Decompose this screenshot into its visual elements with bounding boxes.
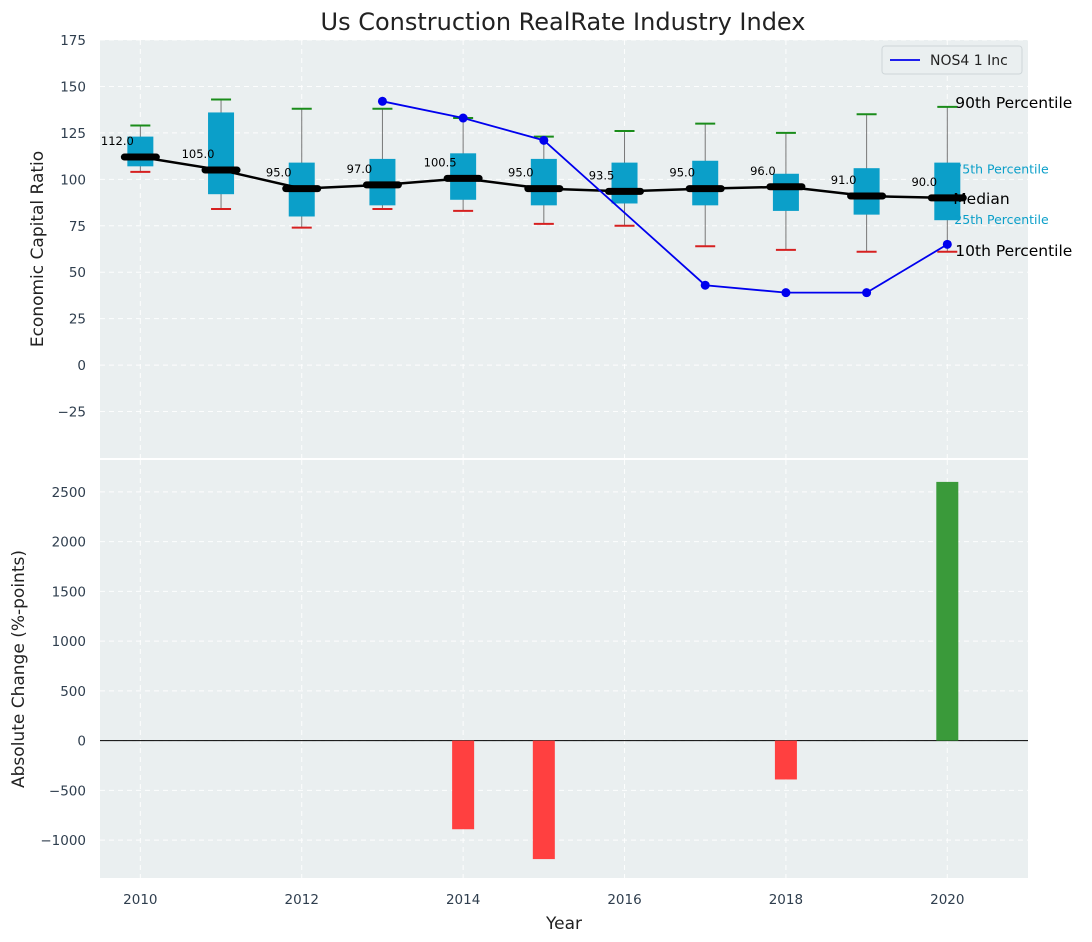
company-point bbox=[781, 288, 791, 298]
median-value-label: 95.0 bbox=[669, 166, 695, 180]
median-value-label: 96.0 bbox=[750, 164, 776, 178]
x-axis-label: Year bbox=[545, 914, 582, 934]
bottom-y-tick-label: 1500 bbox=[52, 584, 86, 600]
change-bar bbox=[532, 740, 555, 860]
bottom-y-tick-label: −1000 bbox=[40, 833, 86, 849]
x-tick-label: 2016 bbox=[607, 892, 641, 908]
top-y-tick-label: 0 bbox=[77, 358, 86, 374]
median-value-label: 93.5 bbox=[589, 168, 615, 182]
change-bar bbox=[452, 740, 475, 830]
top-y-tick-label: 100 bbox=[60, 172, 86, 188]
bottom-y-axis-label: Absolute Change (%-points) bbox=[9, 550, 29, 788]
bottom-y-tick-label: 1000 bbox=[52, 634, 86, 650]
x-tick-label: 2012 bbox=[285, 892, 319, 908]
change-bar bbox=[774, 740, 797, 780]
annotation-p90: 90th Percentile bbox=[955, 94, 1072, 112]
company-point bbox=[700, 280, 710, 290]
company-point bbox=[458, 113, 468, 123]
annotation-median: Median bbox=[953, 190, 1009, 208]
top-y-tick-label: 150 bbox=[60, 79, 86, 95]
legend: NOS4 1 Inc bbox=[881, 45, 1023, 75]
median-value-label: 105.0 bbox=[182, 147, 215, 161]
top-y-tick-label: −25 bbox=[58, 405, 87, 421]
legend-box bbox=[881, 45, 1023, 75]
median-value-label: 97.0 bbox=[347, 162, 373, 176]
median-trend-line bbox=[140, 155, 948, 200]
chart-title: Us Construction RealRate Industry Index bbox=[321, 8, 806, 36]
bar-series bbox=[452, 481, 959, 860]
bottom-grid bbox=[100, 460, 1028, 878]
box-iqr bbox=[127, 136, 154, 167]
box-iqr bbox=[611, 162, 638, 204]
box-iqr bbox=[208, 112, 235, 195]
bottom-y-tick-label: 500 bbox=[60, 684, 86, 700]
legend-label: NOS4 1 Inc bbox=[930, 53, 1008, 69]
company-point bbox=[539, 135, 549, 145]
company-series bbox=[377, 96, 952, 298]
top-y-axis-label: Economic Capital Ratio bbox=[28, 151, 48, 347]
x-tick-label: 2020 bbox=[930, 892, 964, 908]
annotation-p75: 75th Percentile bbox=[954, 162, 1049, 177]
top-y-tick-label: 50 bbox=[69, 265, 86, 281]
median-value-label: 100.5 bbox=[424, 155, 457, 169]
box-iqr bbox=[934, 162, 961, 221]
x-ticks: 2010 2012 2014 2016 2018 2020 bbox=[123, 892, 964, 908]
top-y-ticks: −25 0 25 50 75 100 125 150 175 bbox=[58, 33, 87, 421]
x-tick-label: 2018 bbox=[769, 892, 803, 908]
x-tick-label: 2010 bbox=[123, 892, 157, 908]
top-y-tick-label: 25 bbox=[69, 312, 86, 328]
median-value-label: 95.0 bbox=[508, 166, 534, 180]
bottom-y-tick-label: 2000 bbox=[52, 535, 86, 551]
bottom-plot-background bbox=[100, 460, 1028, 878]
percentile-labels: 90th Percentile 75th Percentile Median 25th… bbox=[953, 94, 1072, 260]
bottom-y-ticks: −1000 −500 0 500 1000 1500 2000 2500 bbox=[40, 485, 86, 849]
top-plot-background bbox=[100, 40, 1028, 458]
bottom-y-tick-label: 0 bbox=[77, 734, 86, 750]
company-point bbox=[377, 96, 387, 106]
top-y-tick-label: 175 bbox=[60, 33, 86, 49]
bottom-y-tick-label: −500 bbox=[49, 783, 86, 799]
box-iqr bbox=[853, 168, 880, 215]
bottom-y-tick-label: 2500 bbox=[52, 485, 86, 501]
annotation-p25: 25th Percentile bbox=[954, 212, 1049, 227]
company-point bbox=[862, 288, 872, 298]
median-value-label: 90.0 bbox=[911, 175, 937, 189]
company-point bbox=[942, 239, 952, 249]
top-grid bbox=[100, 39, 1028, 458]
median-value-label: 91.0 bbox=[831, 173, 857, 187]
top-panel: −25 0 25 50 75 100 125 150 175 112.0 105.0 95.0 97.… bbox=[28, 33, 1072, 458]
x-tick-label: 2014 bbox=[446, 892, 480, 908]
median-value-label: 95.0 bbox=[266, 166, 292, 180]
top-y-tick-label: 75 bbox=[69, 219, 86, 235]
median-series bbox=[140, 155, 948, 200]
box-iqr bbox=[692, 160, 719, 206]
change-bar bbox=[936, 481, 959, 741]
median-value-label: 112.0 bbox=[101, 134, 134, 148]
box-iqr bbox=[772, 173, 799, 211]
annotation-p10: 10th Percentile bbox=[955, 242, 1072, 260]
box-iqr bbox=[530, 158, 557, 206]
top-y-tick-label: 125 bbox=[60, 126, 86, 142]
